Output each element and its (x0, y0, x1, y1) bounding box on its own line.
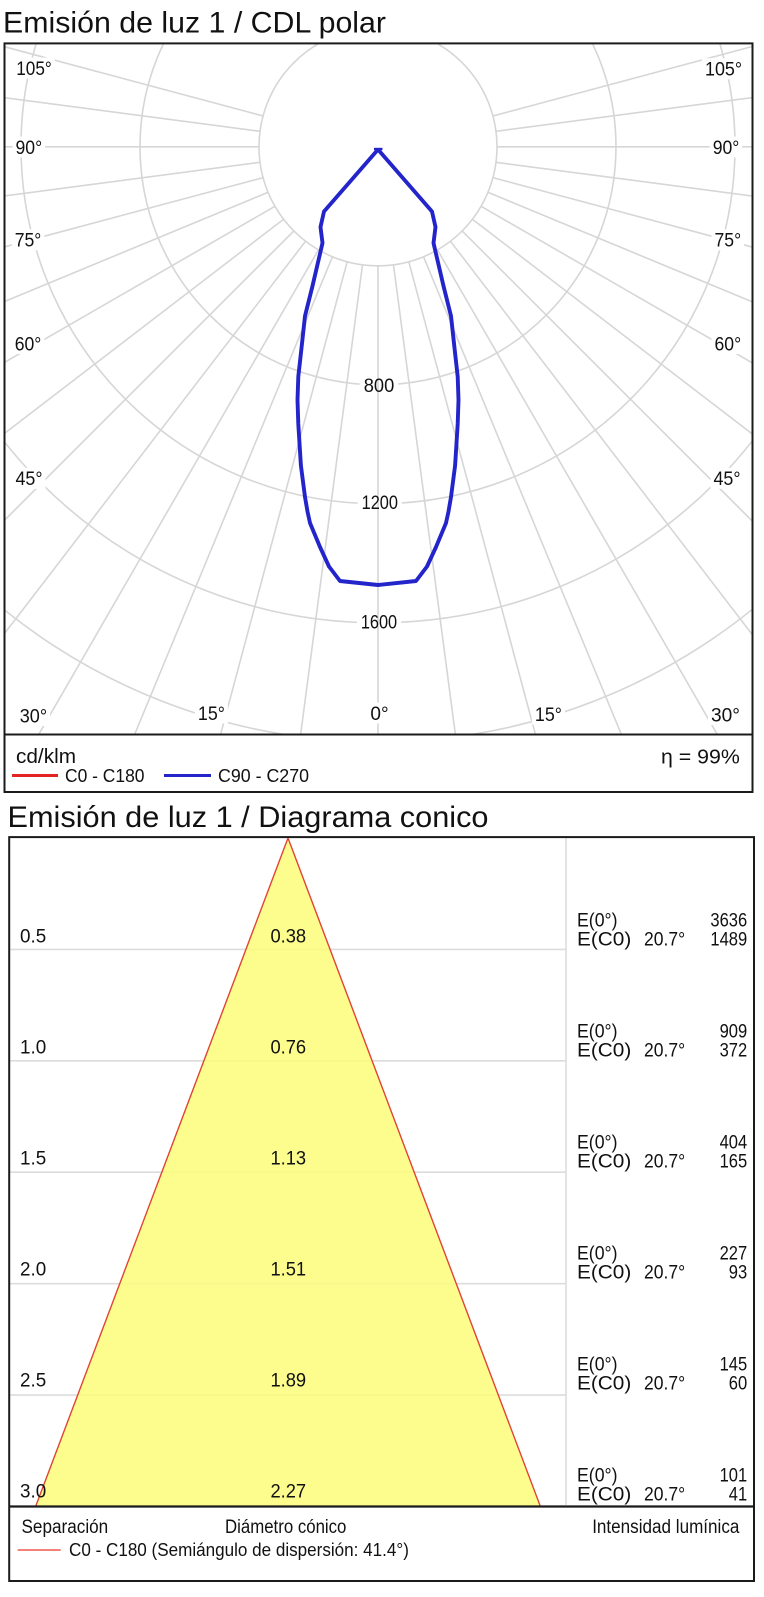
svg-text:101: 101 (720, 1465, 748, 1486)
svg-text:165: 165 (720, 1152, 748, 1173)
svg-text:E(0°): E(0°) (577, 1465, 618, 1486)
svg-text:90°: 90° (16, 138, 43, 159)
svg-text:20.7°: 20.7° (644, 1374, 685, 1395)
svg-text:372: 372 (720, 1041, 748, 1062)
svg-text:20.7°: 20.7° (644, 1263, 685, 1284)
svg-text:75°: 75° (15, 231, 42, 252)
svg-text:105°: 105° (705, 60, 742, 81)
svg-text:E(C0): E(C0) (577, 930, 631, 951)
svg-text:E(C0): E(C0) (577, 1152, 631, 1173)
svg-text:cd/klm: cd/klm (16, 746, 76, 768)
svg-text:90°: 90° (713, 138, 740, 159)
svg-text:105°: 105° (16, 59, 52, 80)
svg-text:2.0: 2.0 (20, 1260, 46, 1281)
svg-text:1.51: 1.51 (270, 1260, 306, 1281)
svg-text:3636: 3636 (710, 910, 747, 931)
svg-text:93: 93 (729, 1263, 747, 1284)
svg-text:227: 227 (720, 1243, 748, 1264)
svg-text:Emisión de luz 1 / CDL polar: Emisión de luz 1 / CDL polar (3, 7, 386, 40)
svg-text:1.0: 1.0 (20, 1038, 46, 1059)
svg-text:41: 41 (729, 1485, 747, 1506)
svg-text:η = 99%: η = 99% (661, 747, 740, 769)
svg-text:E(C0): E(C0) (577, 1374, 631, 1395)
svg-text:404: 404 (720, 1132, 748, 1153)
svg-text:E(0°): E(0°) (577, 910, 618, 931)
svg-text:30°: 30° (711, 705, 740, 726)
svg-text:E(0°): E(0°) (577, 1021, 618, 1042)
svg-text:0.5: 0.5 (20, 927, 46, 948)
svg-text:0.76: 0.76 (270, 1038, 306, 1059)
svg-text:0.38: 0.38 (270, 927, 306, 948)
svg-text:20.7°: 20.7° (644, 1041, 685, 1062)
svg-text:15°: 15° (198, 704, 225, 725)
svg-text:2.5: 2.5 (20, 1371, 46, 1392)
svg-text:1600: 1600 (361, 612, 397, 633)
svg-text:800: 800 (364, 376, 395, 397)
svg-text:1.13: 1.13 (270, 1149, 306, 1170)
svg-text:C0 - C180: C0 - C180 (65, 766, 145, 786)
svg-text:20.7°: 20.7° (644, 1485, 685, 1506)
svg-text:Diámetro cónico: Diámetro cónico (225, 1517, 346, 1538)
svg-text:909: 909 (720, 1021, 748, 1042)
svg-text:15°: 15° (535, 705, 562, 726)
svg-text:C90 - C270: C90 - C270 (218, 766, 309, 786)
svg-text:30°: 30° (20, 706, 47, 727)
svg-text:C0 - C180 (Semiángulo de dispe: C0 - C180 (Semiángulo de dispersión: 41.… (69, 1540, 409, 1560)
svg-text:E(C0): E(C0) (577, 1041, 631, 1062)
svg-text:E(0°): E(0°) (577, 1243, 618, 1264)
svg-text:Separación: Separación (22, 1517, 109, 1538)
svg-text:0°: 0° (370, 704, 388, 725)
svg-text:20.7°: 20.7° (644, 930, 685, 951)
svg-text:1200: 1200 (362, 493, 398, 514)
svg-text:1489: 1489 (710, 930, 747, 951)
svg-text:45°: 45° (16, 469, 43, 490)
svg-text:E(0°): E(0°) (577, 1132, 618, 1153)
svg-text:20.7°: 20.7° (644, 1152, 685, 1173)
svg-text:E(0°): E(0°) (577, 1354, 618, 1375)
svg-text:E(C0): E(C0) (577, 1485, 631, 1506)
svg-text:45°: 45° (714, 469, 741, 490)
svg-text:Intensidad lumínica: Intensidad lumínica (592, 1517, 740, 1538)
svg-text:1.89: 1.89 (270, 1371, 306, 1392)
svg-text:E(C0): E(C0) (577, 1263, 631, 1284)
svg-text:75°: 75° (715, 231, 742, 252)
svg-text:2.27: 2.27 (270, 1482, 306, 1503)
svg-text:60: 60 (729, 1374, 747, 1395)
svg-text:3.0: 3.0 (20, 1482, 46, 1503)
svg-text:60°: 60° (715, 334, 742, 355)
svg-text:1.5: 1.5 (20, 1149, 46, 1170)
svg-text:145: 145 (720, 1354, 748, 1375)
svg-text:Emisión de luz 1 / Diagrama co: Emisión de luz 1 / Diagrama conico (8, 801, 489, 834)
svg-text:60°: 60° (15, 334, 42, 355)
